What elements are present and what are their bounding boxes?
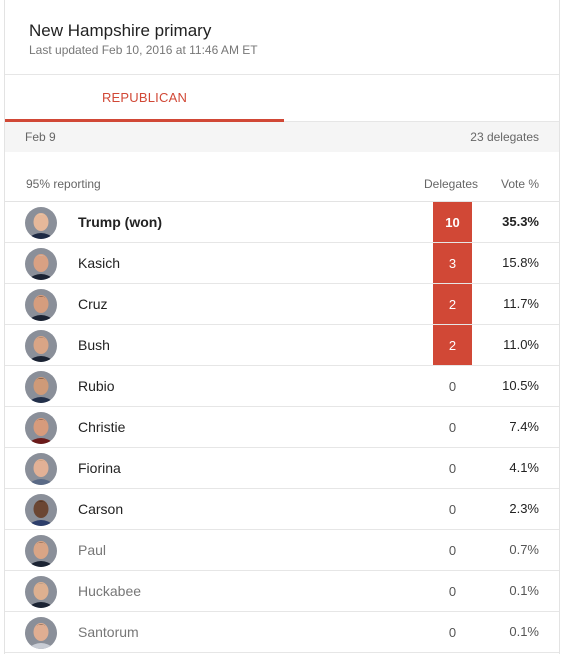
candidate-row[interactable]: Trump (won) 10 35.3%	[5, 202, 559, 243]
candidate-name: Trump (won)	[78, 214, 162, 230]
candidate-name: Rubio	[78, 378, 115, 394]
reporting-label: 95% reporting	[26, 177, 101, 191]
primary-date: Feb 9	[25, 130, 56, 144]
candidate-delegates: 0	[448, 583, 457, 599]
last-updated: Last updated Feb 10, 2016 at 11:46 AM ET	[29, 43, 258, 57]
candidate-row[interactable]: Santorum 0 0.1%	[5, 612, 559, 653]
candidate-row[interactable]: Huckabee 0 0.1%	[5, 571, 559, 612]
candidate-vote-percent: 11.0%	[503, 337, 539, 352]
candidate-delegates: 0	[448, 419, 457, 435]
delegates-column-header: Delegates	[424, 177, 479, 191]
candidate-row[interactable]: Cruz 2 11.7%	[5, 284, 559, 325]
candidate-avatar	[25, 371, 57, 403]
candidate-vote-percent: 0.1%	[509, 583, 539, 598]
candidate-vote-percent: 0.7%	[509, 542, 539, 557]
candidate-avatar	[25, 330, 57, 362]
date-bar: Feb 9 23 delegates	[5, 122, 559, 152]
candidate-vote-percent: 11.7%	[503, 296, 539, 311]
candidate-row[interactable]: Carson 0 2.3%	[5, 489, 559, 530]
candidate-delegates: 0	[448, 378, 457, 394]
vote-column-header: Vote %	[501, 177, 540, 191]
candidate-name: Carson	[78, 501, 124, 517]
tab-republican[interactable]: REPUBLICAN	[5, 75, 284, 122]
candidate-row[interactable]: Kasich 3 15.8%	[5, 243, 559, 284]
candidate-vote-percent: 35.3%	[502, 214, 539, 229]
candidate-vote-percent: 2.3%	[509, 501, 539, 516]
candidate-avatar	[25, 289, 57, 321]
candidate-row[interactable]: Paul 0 0.7%	[5, 530, 559, 571]
candidate-avatar	[25, 535, 57, 567]
candidate-name: Fiorina	[78, 460, 121, 476]
candidate-delegates: 2	[433, 325, 472, 365]
candidate-list: Trump (won) 10 35.3% Kasich 3 15.8% Cruz 2 11.7%…	[5, 202, 559, 653]
candidate-name: Christie	[78, 419, 126, 435]
candidate-avatar	[25, 248, 57, 280]
total-delegates: 23 delegates	[470, 130, 539, 144]
candidate-avatar	[25, 207, 57, 239]
candidate-delegates: 10	[433, 202, 472, 242]
candidate-row[interactable]: Christie 0 7.4%	[5, 407, 559, 448]
candidate-avatar	[25, 494, 57, 526]
candidate-vote-percent: 4.1%	[509, 460, 539, 475]
candidate-name: Huckabee	[78, 583, 142, 599]
candidate-row[interactable]: Fiorina 0 4.1%	[5, 448, 559, 489]
candidate-avatar	[25, 412, 57, 444]
candidate-delegates: 0	[448, 460, 457, 476]
tab-bar: REPUBLICAN	[5, 75, 559, 122]
candidate-vote-percent: 10.5%	[502, 378, 539, 393]
candidate-name: Santorum	[78, 624, 139, 640]
candidate-name: Bush	[78, 337, 110, 353]
candidate-avatar	[25, 617, 57, 649]
results-header: New Hampshire primary Last updated Feb 1…	[5, 0, 559, 75]
candidate-name: Kasich	[78, 255, 121, 271]
candidate-vote-percent: 7.4%	[509, 419, 539, 434]
candidate-vote-percent: 15.8%	[502, 255, 539, 270]
candidate-delegates: 0	[448, 624, 457, 640]
results-card: New Hampshire primary Last updated Feb 1…	[4, 0, 560, 654]
candidate-name: Cruz	[78, 296, 108, 312]
page-title: New Hampshire primary	[29, 21, 212, 40]
candidate-name: Paul	[78, 542, 107, 558]
candidate-row[interactable]: Bush 2 11.0%	[5, 325, 559, 366]
candidate-delegates: 0	[448, 542, 457, 558]
column-header: 95% reporting Delegates Vote %	[5, 152, 559, 202]
candidate-avatar	[25, 453, 57, 485]
candidate-vote-percent: 0.1%	[509, 624, 539, 639]
candidate-avatar	[25, 576, 57, 608]
candidate-delegates: 0	[448, 501, 457, 517]
candidate-delegates: 2	[433, 284, 472, 324]
candidate-delegates: 3	[433, 243, 472, 283]
candidate-row[interactable]: Rubio 0 10.5%	[5, 366, 559, 407]
